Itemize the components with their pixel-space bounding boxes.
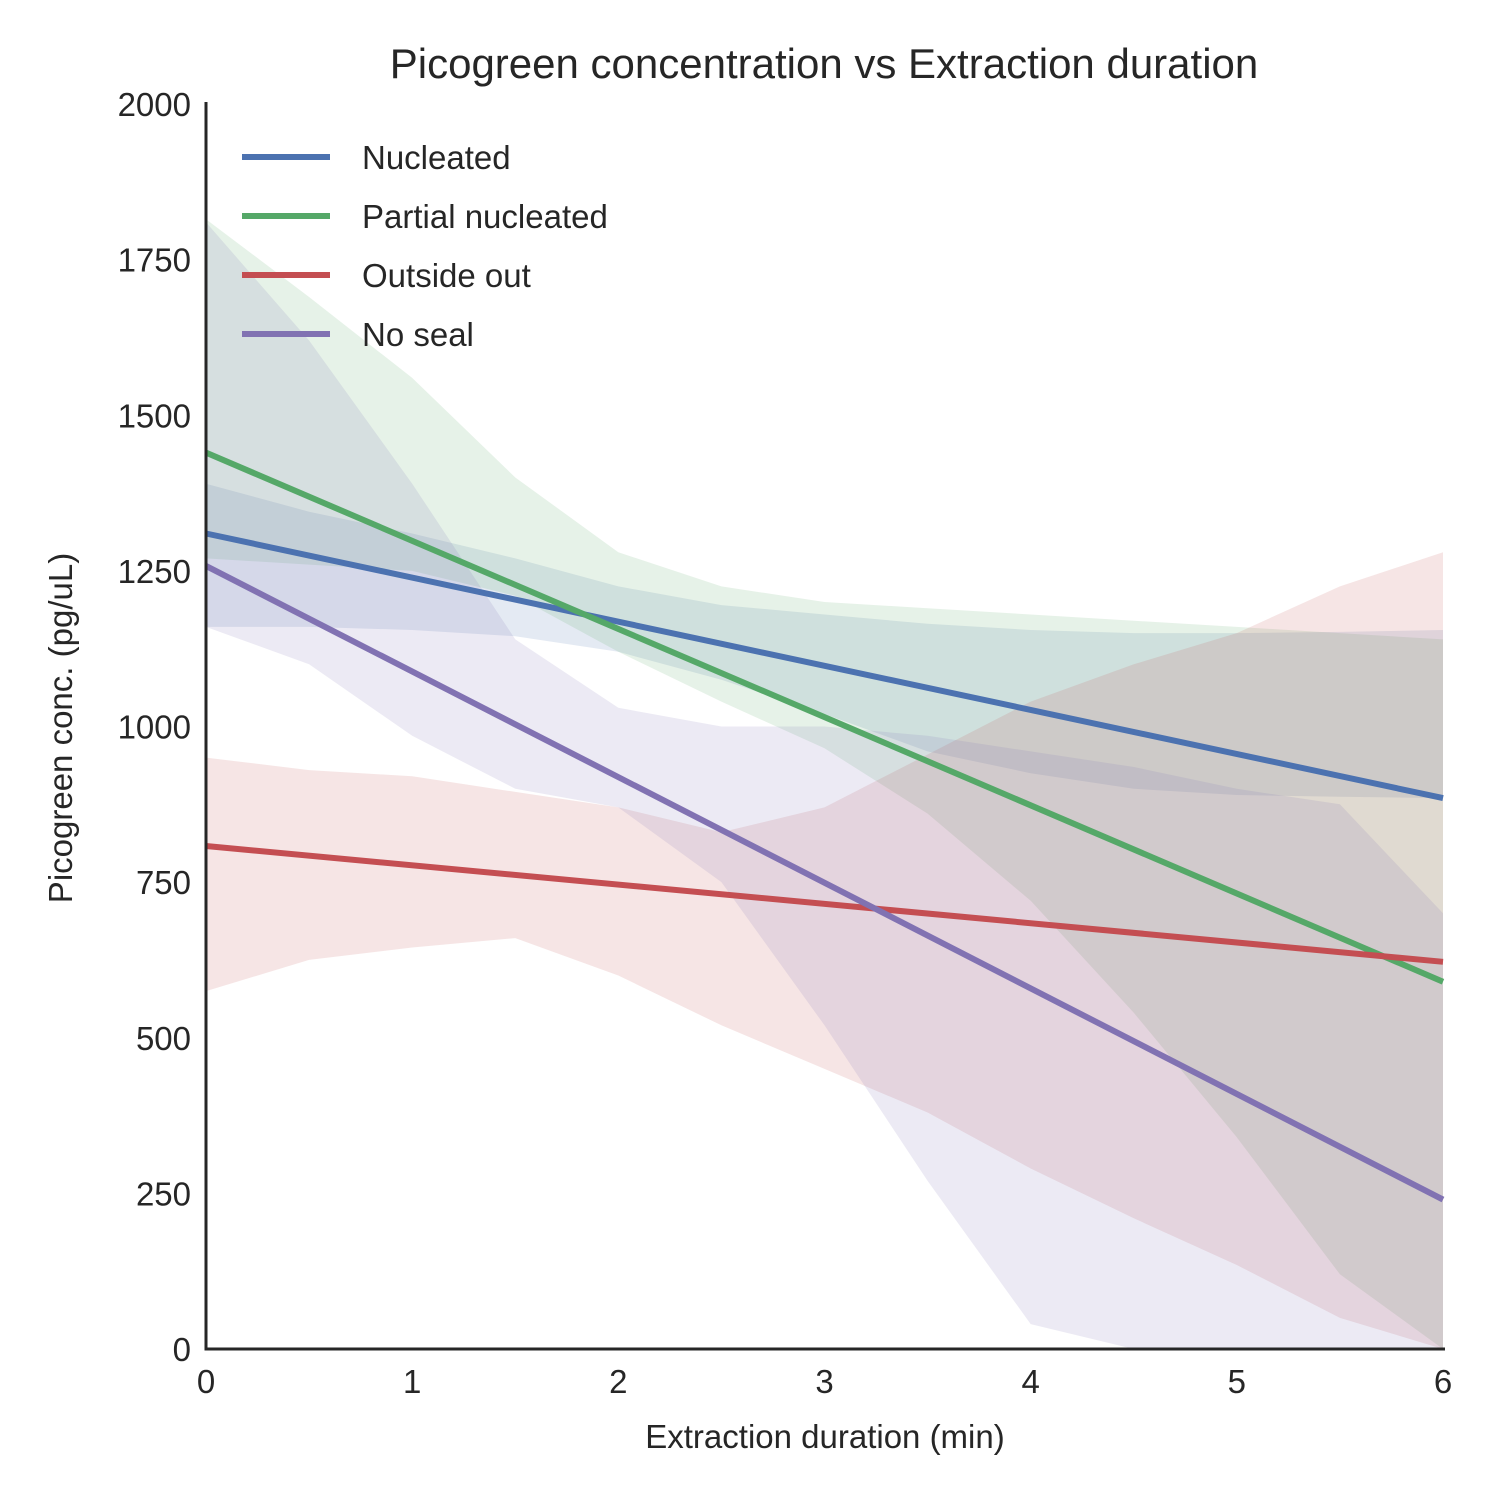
band-partial-nucleated <box>206 219 1443 1350</box>
line-no-seal <box>204 563 1445 1203</box>
y-tick-label: 1250 <box>118 553 191 590</box>
y-tick-label: 1500 <box>118 397 191 434</box>
legend-label: Nucleated <box>362 139 511 176</box>
x-tick-label: 5 <box>1228 1363 1246 1400</box>
y-tick-label: 0 <box>173 1331 191 1368</box>
band-nucleated <box>206 483 1443 799</box>
y-tick-label: 750 <box>136 864 191 901</box>
x-tick-label: 4 <box>1021 1363 1039 1400</box>
y-axis-label: Picogreen conc. (pg/uL) <box>42 553 79 903</box>
line-partial-nucleated <box>204 449 1445 985</box>
legend-item-no-seal: No seal <box>242 316 474 353</box>
confidence-bands <box>206 219 1443 1350</box>
band-outside-out <box>206 552 1443 1349</box>
line-outside-out <box>205 843 1444 965</box>
legend-item-nucleated: Nucleated <box>242 139 511 176</box>
y-tick-label: 1750 <box>118 242 191 279</box>
x-tick-label: 0 <box>197 1363 215 1400</box>
line-nucleated <box>205 530 1444 802</box>
series-lines <box>204 449 1445 1203</box>
legend-label: Outside out <box>362 257 531 294</box>
x-tick-label: 2 <box>609 1363 627 1400</box>
legend-label: No seal <box>362 316 474 353</box>
y-tick-label: 2000 <box>118 86 191 123</box>
legend-label: Partial nucleated <box>362 198 608 235</box>
x-tick-labels: 0 1 2 3 4 5 6 <box>197 1363 1452 1400</box>
y-tick-label: 1000 <box>118 709 191 746</box>
legend-item-partial-nucleated: Partial nucleated <box>242 198 608 235</box>
x-axis-label: Extraction duration (min) <box>645 1418 1004 1455</box>
x-tick-label: 6 <box>1434 1363 1452 1400</box>
band-no-seal <box>206 222 1443 1349</box>
x-tick-label: 1 <box>403 1363 421 1400</box>
legend: Nucleated Partial nucleated Outside out No … <box>242 139 608 353</box>
y-tick-label: 500 <box>136 1020 191 1057</box>
legend-item-outside-out: Outside out <box>242 257 531 294</box>
x-tick-label: 3 <box>815 1363 833 1400</box>
y-tick-label: 250 <box>136 1175 191 1212</box>
y-tick-labels: 0 250 500 750 1000 1250 1500 1750 2000 <box>118 86 191 1368</box>
chart-title: Picogreen concentration vs Extraction du… <box>390 40 1259 87</box>
